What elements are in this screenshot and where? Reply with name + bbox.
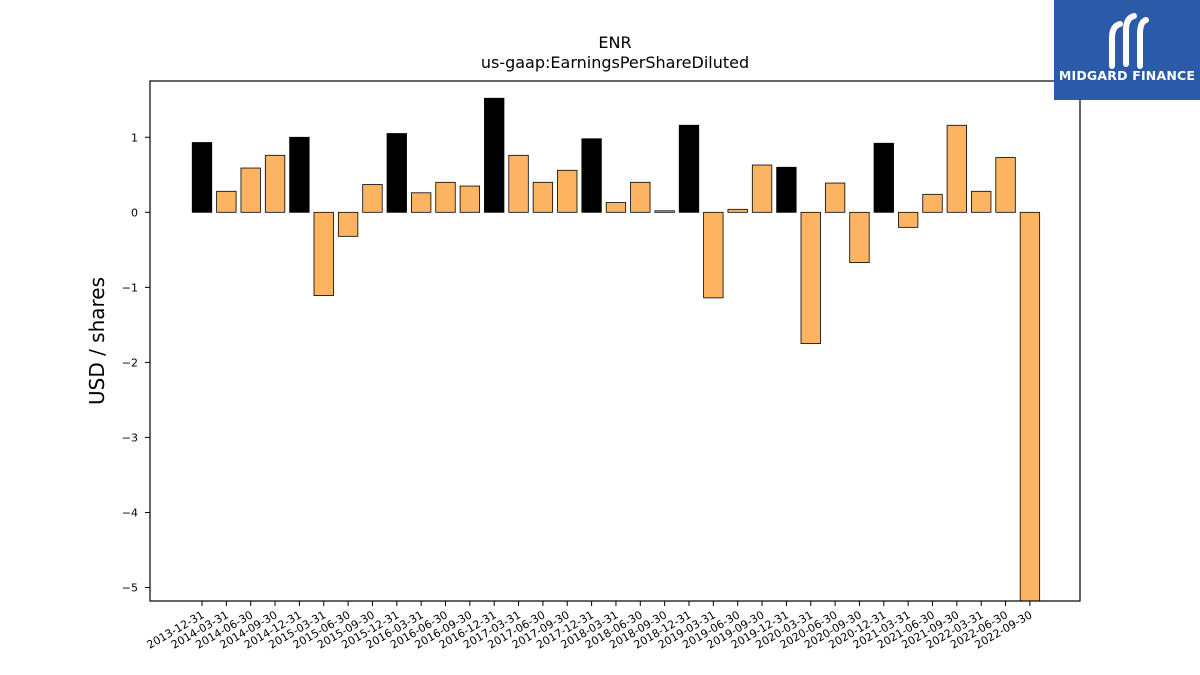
bar-2018-03-31 [605,202,627,213]
bar-2020-06-30 [824,182,846,213]
bar-2021-09-30 [946,124,967,213]
bar-2022-06-30 [995,157,1016,213]
bar-2014-12-31 [289,136,310,213]
bar-2022-03-31 [971,190,992,213]
bar-2018-09-30 [654,210,675,213]
bar-2018-12-31 [678,124,700,213]
bar-2014-09-30 [264,154,286,213]
plot-frame [149,80,1081,602]
bar-2017-06-30 [532,181,554,213]
bar-2021-03-31 [898,211,919,228]
x-axis: 2013-12-312014-03-312014-06-302014-09-30… [145,601,1034,652]
logo-text: MIDGARD FINANCE [1058,68,1196,83]
bar-2014-06-30 [240,167,261,213]
bar-2015-06-30 [337,211,359,237]
bar-2022-09-30 [1019,211,1041,602]
midgard-logo-icon [1109,13,1149,69]
y-tick-label: −4 [122,506,138,519]
y-tick-label: −3 [122,431,138,444]
y-tick-label: −1 [122,281,138,294]
bar-2020-09-30 [849,211,870,263]
bar-2017-03-31 [508,154,529,213]
bars-group [191,97,1041,602]
bar-2016-12-31 [484,97,505,213]
bar-2017-09-30 [557,169,578,213]
bar-2020-12-31 [873,142,894,213]
y-axis: −5 −4 −3 −2 −1 0 1 [122,131,150,594]
bar-2019-03-31 [703,211,724,299]
y-tick-label: 1 [131,131,138,144]
midgard-finance-logo: MIDGARD FINANCE [1054,0,1200,100]
bar-2013-12-31 [191,142,213,213]
bar-2015-03-31 [313,211,334,296]
y-tick-label: −2 [122,356,138,369]
chart-subtitle: us-gaap:EarningsPerShareDiluted [481,53,749,72]
bar-2014-03-31 [216,190,237,213]
bar-2016-06-30 [435,181,456,213]
bar-2021-06-30 [922,193,943,213]
bar-2019-09-30 [751,164,773,213]
y-tick-label: 0 [131,206,138,219]
bar-2016-03-31 [410,192,432,213]
bar-2015-09-30 [362,184,383,213]
bar-2020-03-31 [800,211,821,345]
bar-2019-06-30 [727,208,748,213]
y-axis-label: USD / shares [85,277,109,405]
bar-2018-06-30 [630,181,651,213]
bar-2019-12-31 [776,166,797,213]
bar-2015-12-31 [386,133,407,213]
bar-2017-12-31 [581,138,602,213]
bar-2016-09-30 [459,185,481,213]
chart-title: ENR [598,33,631,52]
y-tick-label: −5 [122,581,138,594]
